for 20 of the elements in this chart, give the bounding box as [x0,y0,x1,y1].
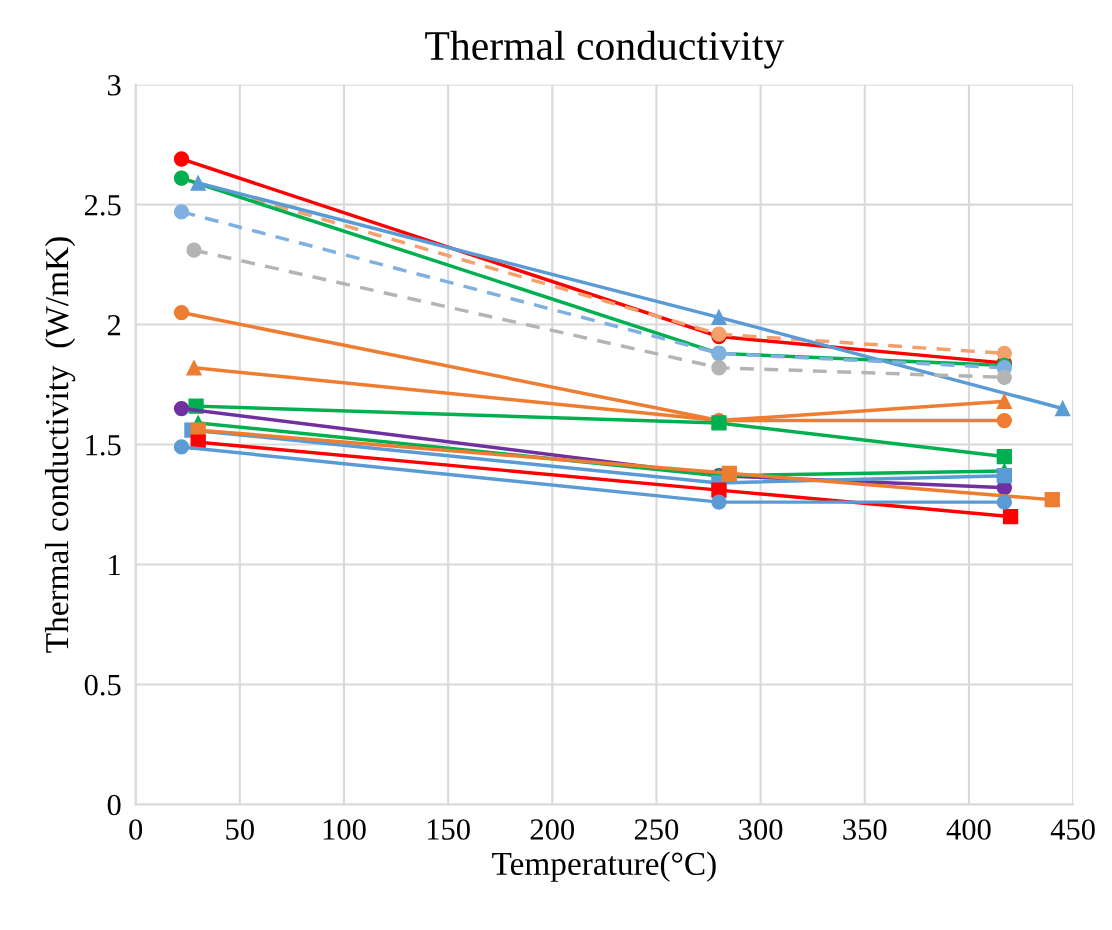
x-axis-title: Temperature(°C) [492,851,716,882]
x-tick-label: 400 [946,819,991,840]
y-tick-label: 0 [107,794,121,816]
y-tick-label: 0.5 [84,674,121,696]
x-tick-label: 0 [129,819,143,840]
chart-title: Thermal conductivity [425,30,785,69]
y-tick-label: 1 [109,554,120,576]
x-tick-label: 200 [530,819,575,840]
x-tick-label: 150 [427,819,470,840]
x-tick-label: 100 [323,819,366,840]
x-tick-label: 450 [1050,819,1095,840]
y-tick-label: 1.5 [86,434,121,456]
x-tick-label: 300 [739,819,783,840]
x-tick-label: 50 [226,819,254,840]
y-tick-label: 2 [107,314,121,336]
x-tick-label: 350 [843,819,887,840]
y-tick-label: 3 [107,75,121,96]
x-tick-label: 250 [634,819,679,840]
y-tick-label: 2.5 [84,194,121,216]
y-axis-title: Thermal conductivity (W/mK) [44,237,76,653]
